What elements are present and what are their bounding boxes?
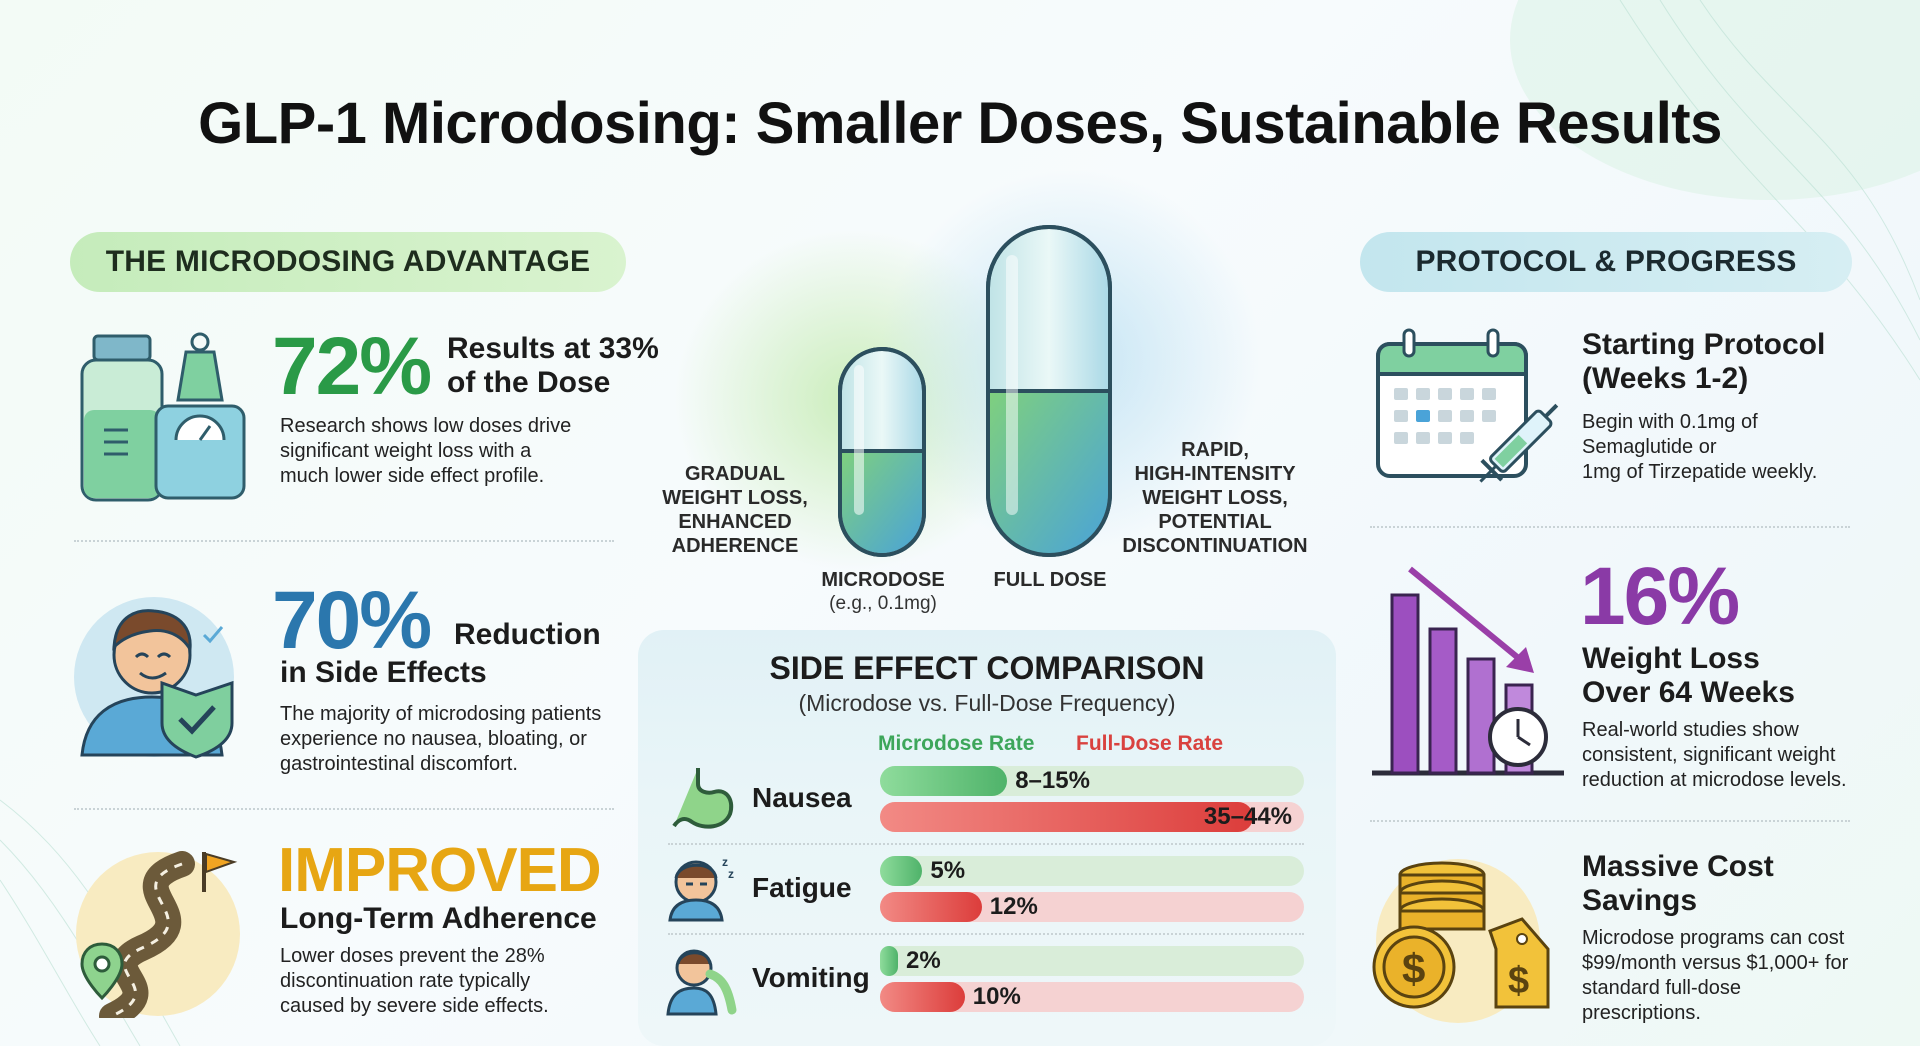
legend-microdose: Microdose Rate	[878, 732, 1035, 755]
vomiting-person-icon	[666, 949, 737, 1016]
chart-title: SIDE EFFECT COMPARISON	[769, 650, 1205, 686]
stat-16-percent: 16%	[1580, 551, 1740, 642]
divider	[1370, 526, 1850, 528]
stat-improved-label: Long-Term Adherence	[280, 902, 597, 935]
stat-72-percent: 72%	[272, 321, 432, 412]
bar-track-fatigue-microdose: 5%	[880, 856, 1304, 886]
bar-track-nausea-full-dose: 35–44%	[880, 802, 1304, 832]
divider	[74, 540, 614, 542]
protocol-description: Begin with 0.1mg of Semaglutide or 1mg of …	[1582, 411, 1818, 483]
microdose-capsule	[838, 347, 926, 557]
full-dose-capsule	[986, 225, 1112, 557]
stat-improved-description: Lower doses prevent the 28% discontinuati…	[280, 945, 549, 1017]
cost-title-line1: Massive Cost	[1582, 850, 1774, 883]
bar-nausea-full-dose	[880, 802, 1254, 832]
svg-text:z: z	[728, 867, 734, 881]
full-dose-outcome-caption: RAPID, HIGH-INTENSITY WEIGHT LOSS, POTENTI…	[1122, 439, 1308, 557]
tired-person-icon: z z	[668, 855, 734, 922]
stat-70-description: The majority of microdosing patients expe…	[280, 703, 602, 775]
chart-subtitle: (Microdose vs. Full-Dose Frequency)	[798, 690, 1176, 716]
stat-70-label-line2: in Side Effects	[280, 656, 487, 689]
divider	[668, 933, 1304, 935]
bar-nausea-microdose	[880, 766, 1008, 796]
stat-70-label-inline: Reduction	[454, 618, 601, 651]
stat-72-label-line1: Results at 33%	[447, 332, 659, 365]
microdose-label: MICRODOSE	[821, 569, 945, 591]
microdose-sublabel: (e.g., 0.1mg)	[829, 593, 937, 614]
data-label-nausea-microdose: 8–15%	[1015, 767, 1090, 794]
stomach-icon	[672, 768, 734, 829]
svg-text:$: $	[1402, 945, 1425, 992]
bar-vomiting-microdose	[880, 946, 898, 976]
bar-vomiting-full-dose	[880, 982, 965, 1012]
calendar-syringe-icon	[1376, 328, 1559, 483]
left-section-header: THE MICRODOSING ADVANTAGE	[70, 232, 626, 292]
stat-improved: IMPROVED	[278, 836, 602, 905]
coins-price-tag-icon: $ $	[1372, 859, 1550, 1023]
protocol-title-line1: Starting Protocol	[1582, 328, 1826, 361]
divider	[668, 843, 1304, 845]
page-title: GLP-1 Microdosing: Smaller Doses, Sustai…	[198, 91, 1722, 156]
svg-text:$: $	[1508, 960, 1529, 1002]
bar-track-fatigue-full-dose: 12%	[880, 892, 1304, 922]
happy-patient-shield-icon	[74, 597, 234, 759]
stat-70-percent: 70%	[272, 575, 432, 666]
data-label-fatigue-full-dose: 12%	[989, 893, 1038, 920]
category-label-nausea: Nausea	[752, 782, 852, 813]
category-label-vomiting: Vomiting	[752, 962, 870, 993]
svg-text:z: z	[722, 855, 728, 869]
cost-description: Microdose programs can cost $99/month ver…	[1582, 927, 1849, 1024]
cost-title-line2: Savings	[1582, 884, 1698, 917]
weight-loss-description: Real-world studies show consistent, signi…	[1582, 719, 1847, 791]
side-effect-bars: 8–15% 35–44% 5% 12% 2% 10%	[880, 766, 1304, 1016]
bar-track-vomiting-microdose: 2%	[880, 946, 1304, 976]
stat-72-description: Research shows low doses drive significan…	[280, 415, 572, 487]
vial-and-scale-icon	[80, 332, 246, 502]
bar-fatigue-microdose	[880, 856, 923, 886]
legend-full-dose: Full-Dose Rate	[1076, 732, 1224, 755]
data-label-vomiting-microdose: 2%	[906, 947, 941, 974]
data-label-fatigue-microdose: 5%	[930, 857, 966, 884]
data-label-nausea-full-dose: 35–44%	[1203, 803, 1292, 830]
protocol-title-line2: (Weeks 1-2)	[1582, 362, 1749, 395]
winding-road-flag-icon	[76, 851, 240, 1018]
full-dose-label: FULL DOSE	[993, 569, 1107, 591]
dose-capsules-illustration	[838, 225, 1112, 557]
bar-track-nausea-microdose: 8–15%	[880, 766, 1304, 796]
weight-loss-title-line2: Over 64 Weeks	[1582, 676, 1795, 709]
divider	[74, 808, 614, 810]
data-label-vomiting-full-dose: 10%	[972, 983, 1021, 1010]
declining-bar-chart-icon	[1372, 566, 1564, 776]
right-section-header: PROTOCOL & PROGRESS	[1360, 232, 1852, 292]
side-effect-panel	[638, 630, 1336, 1046]
bar-track-vomiting-full-dose: 10%	[880, 982, 1304, 1012]
divider	[1370, 820, 1850, 822]
weight-loss-title-line1: Weight Loss	[1582, 642, 1760, 675]
stat-72-label-line2: of the Dose	[447, 366, 611, 399]
bar-fatigue-full-dose	[880, 892, 982, 922]
microdose-outcome-caption: GRADUAL WEIGHT LOSS, ENHANCED ADHERENCE	[662, 463, 808, 557]
category-label-fatigue: Fatigue	[752, 872, 852, 903]
